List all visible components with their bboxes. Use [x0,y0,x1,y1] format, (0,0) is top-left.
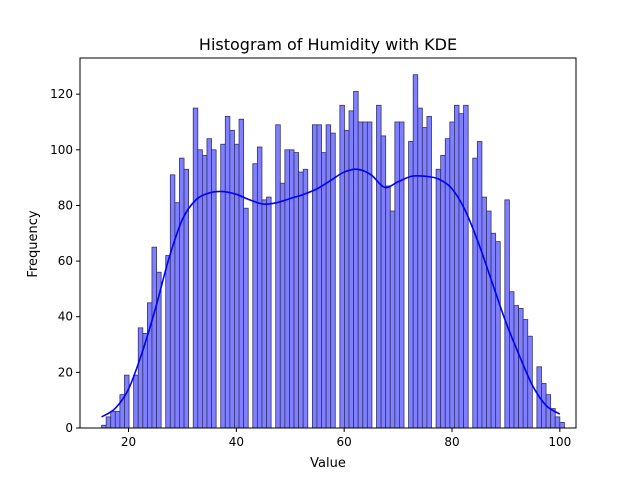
histogram-bar [206,138,212,429]
histogram-bar [412,74,419,429]
histogram-bar [192,107,199,429]
kde-layer [101,168,561,418]
histogram-bar [252,163,258,429]
histogram-bar [444,138,451,429]
x-axis-label: Value [310,456,346,471]
histogram-bar [151,246,157,429]
histogram-bar [495,241,501,429]
histogram-bar [440,154,446,429]
histogram-bar [105,416,112,429]
histogram-bar [293,152,300,429]
histogram-bar [486,210,492,429]
y-tick-label: 80 [58,198,73,212]
x-tick-label: 40 [229,435,244,449]
histogram-bar [362,121,368,429]
axes-layer: 20 40 60 80 100 0 20 40 60 80 100 120 [50,57,577,449]
histogram-bar [110,410,116,429]
histogram-bar [380,135,387,429]
x-tick-label: 80 [444,435,459,449]
histogram-bar [220,143,226,429]
histogram-bar [165,255,171,429]
histogram-bar [408,141,414,429]
histogram-bar [376,104,382,429]
histogram-bar [124,374,130,429]
histogram-bar [559,422,565,429]
histogram-bar [179,157,185,429]
histogram-bar [298,171,304,429]
histogram-bar [463,104,469,429]
histogram-bar [366,121,373,429]
histogram-bar [490,232,497,429]
histogram-bar [509,291,515,429]
histogram-bar [504,199,510,429]
histogram-bar [224,116,231,429]
histogram-bar [234,143,240,429]
histogram-bar [472,157,478,429]
histogram-bar [353,90,359,429]
y-tick-label: 100 [50,143,73,157]
histogram-bar [275,124,281,429]
y-tick-label: 120 [50,87,73,101]
histogram-bar [229,129,235,429]
histogram-bar [114,410,121,429]
x-tick-label: 20 [121,435,136,449]
histogram-bar [321,152,327,429]
histogram-bar [426,116,432,429]
histogram-bar [197,149,203,429]
histogram-bar [513,305,519,429]
x-tick-label: 60 [337,435,352,449]
histogram-bar [201,154,208,429]
histogram-bar [449,121,455,429]
kde-line [101,168,561,418]
histogram-bar [417,107,423,429]
histogram-bar [266,196,272,429]
histogram-bar [394,121,400,429]
histogram-bar [238,118,245,429]
histogram-bar [302,168,309,429]
histogram-bar [476,141,483,429]
histogram-bar [389,210,396,429]
histogram-bar [339,104,345,429]
histogram-bar [399,121,405,429]
histogram-bar [435,168,442,429]
chart-title: Histogram of Humidity with KDE [199,35,457,54]
plot-frame [79,57,577,429]
y-tick-label: 40 [58,310,73,324]
histogram-bar [344,129,350,429]
histogram-bar [348,110,355,429]
x-tick-label: 100 [548,435,571,449]
histogram-bar [284,149,290,429]
histogram-bar [385,185,391,429]
histogram-bar [256,146,263,429]
histogram-bar [261,199,267,429]
histogram-bar [357,121,364,429]
histogram-bar [518,307,524,429]
histogram-bar [325,124,332,429]
histogram-bar [316,124,322,429]
histogram-bar [481,196,487,429]
histogram-bar [279,182,286,429]
histogram-bar [554,416,561,429]
y-tick-label: 0 [65,421,73,435]
y-tick-label: 60 [58,254,73,268]
histogram-bar [289,149,295,429]
y-axis-label: Frequency [26,210,41,277]
histogram-bar [458,113,464,429]
histogram-bar [545,394,552,429]
y-tick-label: 20 [58,365,73,379]
histogram-bar [243,207,249,429]
histogram-bar [311,124,318,429]
histogram-bar [133,374,139,429]
histogram-bar [421,127,428,429]
histogram-bar [454,104,460,429]
histogram-bar [169,174,176,429]
histogram-bar [137,327,144,429]
